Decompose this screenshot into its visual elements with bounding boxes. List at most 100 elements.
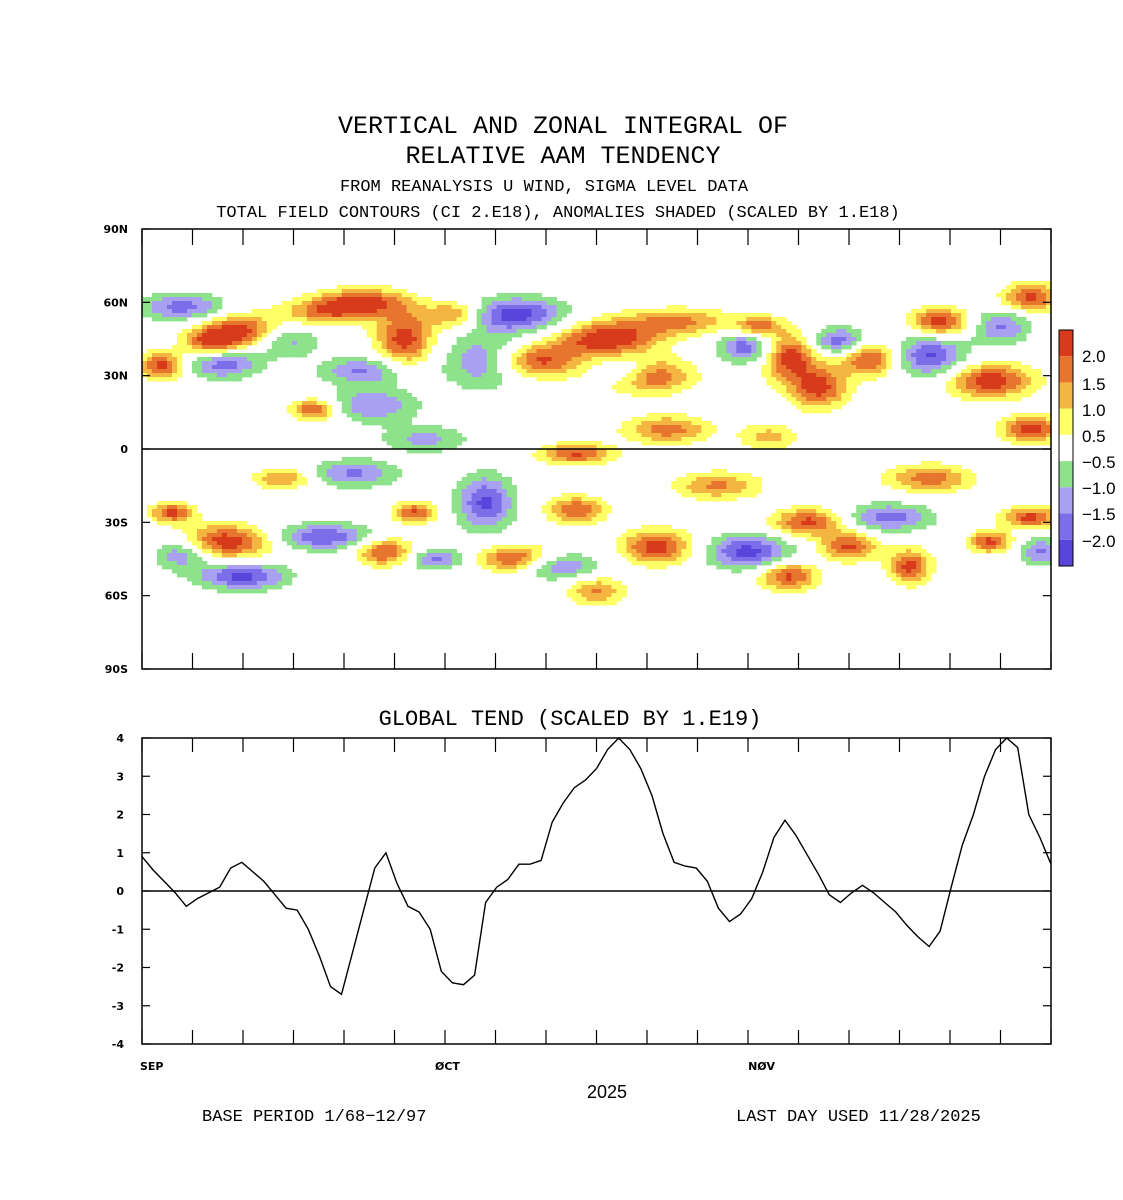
anomaly-cell [841, 385, 847, 390]
anomaly-cell [421, 445, 428, 450]
anomaly-cell [171, 509, 178, 514]
anomaly-cell [551, 497, 557, 502]
anomaly-cell [256, 549, 263, 554]
anomaly-cell [781, 333, 787, 338]
anomaly-cell [996, 545, 1002, 550]
anomaly-cell [311, 309, 318, 314]
anomaly-cell [151, 517, 158, 522]
anomaly-cell [861, 353, 867, 358]
anomaly-cell [756, 345, 762, 350]
anomaly-cell [836, 357, 842, 362]
anomaly-cell [166, 317, 173, 322]
anomaly-cell [541, 373, 547, 378]
anomaly-cell [346, 393, 353, 398]
anomaly-cell [686, 361, 692, 366]
anomaly-cell [816, 385, 822, 390]
anomaly-cell [191, 301, 198, 306]
anomaly-cell [571, 457, 577, 462]
anomaly-cell [306, 301, 313, 306]
anomaly-cell [261, 481, 268, 486]
anomaly-cell [391, 397, 398, 402]
anomaly-cell [986, 377, 992, 382]
anomaly-cell [1011, 365, 1017, 370]
anomaly-cell [1011, 293, 1017, 298]
anomaly-cell [481, 345, 488, 350]
anomaly-cell [906, 481, 912, 486]
anomaly-cell [301, 481, 308, 486]
anomaly-cell [641, 385, 647, 390]
anomaly-cell [731, 533, 737, 538]
anomaly-cell [986, 393, 992, 398]
anomaly-cell [956, 465, 962, 470]
anomaly-cell [991, 385, 997, 390]
anomaly-cell [286, 309, 293, 314]
anomaly-cell [1016, 285, 1022, 290]
anomaly-cell [561, 517, 567, 522]
anomaly-cell [596, 449, 602, 454]
anomaly-cell [716, 353, 722, 358]
anomaly-cell [581, 441, 587, 446]
anomaly-cell [536, 357, 542, 362]
anomaly-cell [926, 489, 932, 494]
anomaly-cell [336, 305, 343, 310]
anomaly-cell [851, 537, 857, 542]
anomaly-cell [576, 505, 582, 510]
anomaly-cell [526, 345, 532, 350]
anomaly-cell [366, 305, 373, 310]
anomaly-cell [236, 325, 243, 330]
anomaly-cell [566, 373, 572, 378]
anomaly-cell [301, 301, 308, 306]
anomaly-cell [596, 349, 602, 354]
anomaly-cell [941, 349, 947, 354]
anomaly-cell [546, 313, 552, 318]
anomaly-cell [806, 361, 812, 366]
anomaly-cell [471, 353, 478, 358]
anomaly-cell [826, 357, 832, 362]
anomaly-cell [751, 321, 757, 326]
anomaly-cell [496, 477, 502, 482]
anomaly-cell [886, 353, 892, 358]
anomaly-cell [391, 509, 398, 514]
anomaly-cell [711, 469, 717, 474]
anomaly-cell [826, 369, 832, 374]
anomaly-cell [926, 481, 932, 486]
anomaly-cell [576, 365, 582, 370]
anomaly-cell [811, 513, 817, 518]
anomaly-cell [691, 417, 697, 422]
anomaly-cell [336, 301, 343, 306]
anomaly-cell [456, 377, 463, 382]
anomaly-cell [1016, 429, 1022, 434]
anomaly-cell [941, 317, 947, 322]
anomaly-cell [466, 517, 473, 522]
anomaly-cell [656, 369, 662, 374]
anomaly-cell [146, 369, 153, 374]
anomaly-cell [881, 517, 887, 522]
anomaly-cell [676, 385, 682, 390]
anomaly-cell [551, 341, 557, 346]
anomaly-cell [1026, 373, 1032, 378]
anomaly-cell [751, 549, 757, 554]
anomaly-cell [1006, 333, 1012, 338]
anomaly-cell [1006, 341, 1012, 346]
anomaly-cell [1036, 301, 1042, 306]
anomaly-cell [366, 373, 373, 378]
anomaly-cell [341, 521, 348, 526]
anomaly-cell [701, 421, 707, 426]
anomaly-cell [921, 525, 927, 530]
anomaly-cell [571, 501, 577, 506]
anomaly-cell [1016, 433, 1022, 438]
anomaly-cell [396, 317, 403, 322]
anomaly-cell [676, 437, 682, 442]
anomaly-cell [841, 345, 847, 350]
anomaly-cell [206, 541, 213, 546]
anomaly-cell [821, 409, 827, 414]
anomaly-cell [336, 389, 343, 394]
anomaly-cell [966, 541, 972, 546]
anomaly-cell [616, 429, 622, 434]
anomaly-cell [456, 505, 463, 510]
anomaly-cell [736, 337, 742, 342]
anomaly-cell [201, 321, 208, 326]
anomaly-cell [391, 421, 398, 426]
anomaly-cell [836, 369, 842, 374]
anomaly-cell [756, 533, 762, 538]
